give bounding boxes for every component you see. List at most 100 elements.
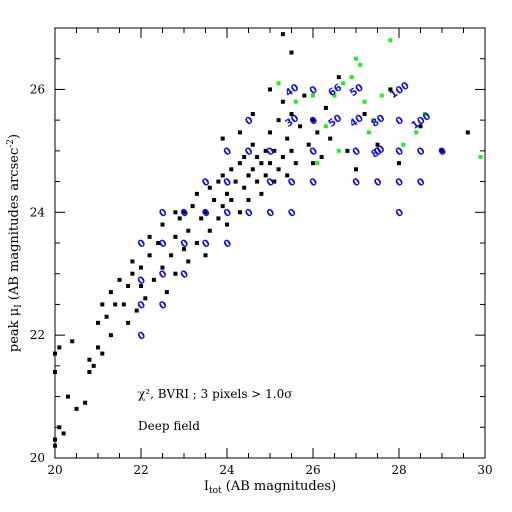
data-point-black [53,443,57,448]
data-point-black [173,234,178,239]
data-point-black [285,173,290,178]
data-point-black [96,345,100,350]
data-point-black [57,345,62,350]
data-point-black [272,179,277,184]
data-point-green [349,75,354,80]
data-point-black [397,161,401,166]
data-point-black [237,210,242,215]
data-point-black [96,320,100,325]
data-point-green [362,99,367,104]
data-point-green [332,93,337,98]
data-point-black [108,333,113,338]
data-point-blue-label: 0 [286,176,298,189]
data-point-black [259,161,264,166]
data-point-blue-label: 80 [370,144,388,161]
data-point-blue-label: 0 [286,207,298,220]
data-point-black [207,228,212,233]
data-point-black [362,112,367,116]
data-point-black [216,216,221,221]
data-point-black [100,351,105,356]
data-point-black [139,265,143,270]
x-tick-label: 30 [477,463,492,477]
data-point-black [70,339,75,344]
data-point-black [465,130,470,135]
data-point-black [259,191,264,196]
data-point-black [255,155,260,159]
data-point-black [311,161,315,166]
data-point-black [242,185,247,190]
data-point-black [130,271,135,276]
data-point-blue-label: 0 [222,207,234,220]
data-point-black [280,99,285,104]
data-point-black [139,284,143,288]
data-point-black [156,241,161,245]
data-point-black [126,320,131,325]
data-point-black [203,253,208,258]
data-point-blue-label: 0 [415,176,427,189]
data-point-green [358,62,363,67]
data-point-blue-label: 0 [372,176,384,189]
data-point-black [117,277,122,282]
y-tick-label: 24 [30,205,46,219]
data-point-black [147,253,152,258]
data-point-blue-label: 0 [308,84,320,97]
data-point-black [100,302,105,307]
data-point-black [250,112,255,116]
data-point-black [263,173,268,178]
data-point-black [173,271,178,276]
data-point-black [147,234,152,239]
data-point-black [177,216,182,221]
data-point-black [164,290,169,295]
data-point-blue-label: 0 [351,146,363,159]
data-point-black [87,357,92,362]
data-point-green [401,142,406,147]
data-point-black [182,210,186,215]
data-point-green [379,93,384,98]
data-point-blue-label: 0 [179,238,191,251]
data-point-black [151,277,156,282]
data-point-black [285,136,290,141]
data-point-black [246,198,251,202]
data-point-black [53,370,57,374]
data-point-green [478,155,483,159]
data-point-black [220,173,225,178]
data-point-green [371,118,376,123]
data-point-blue-label: 0 [394,207,406,220]
data-point-black [276,118,281,123]
data-point-black [53,351,57,356]
data-point-blue-label: 0 [200,238,212,251]
black-points [53,32,470,448]
data-point-green [354,56,358,61]
y-axis-title: peak μI (AB magnitudes arcsec-2) [6,134,24,352]
data-point-black [323,105,328,110]
data-point-black [289,112,294,116]
data-point-green [311,93,315,98]
data-point-green [276,81,281,86]
data-point-black [268,87,272,92]
data-point-blue-label: 0 [265,146,277,159]
y-tick-label: 20 [30,451,45,465]
data-point-black [242,155,247,159]
data-point-green [315,161,320,166]
annotation-line1: χ², BVRI ; 3 pixels > 1.0σ [138,387,292,401]
data-point-black [212,198,217,202]
data-point-blue-label: 50 [327,113,345,130]
data-point-green [293,99,298,104]
data-point-blue-label: 0 [179,268,191,281]
data-point-black [65,394,70,399]
data-point-black [225,222,229,227]
data-point-blue-label: 0 [222,176,234,189]
data-point-black [298,124,303,129]
data-point-black [126,284,131,288]
data-point-black [87,370,92,374]
data-point-blue-label: 0 [222,238,234,251]
data-point-black [272,148,277,153]
data-point-black [233,179,238,184]
y-tick-label: 26 [30,82,45,96]
data-point-black [388,87,393,92]
data-point-black [121,302,126,307]
data-point-black [186,259,191,264]
data-point-blue-label: 0 [222,146,234,159]
data-point-green [366,130,371,135]
data-point-green [341,81,346,86]
